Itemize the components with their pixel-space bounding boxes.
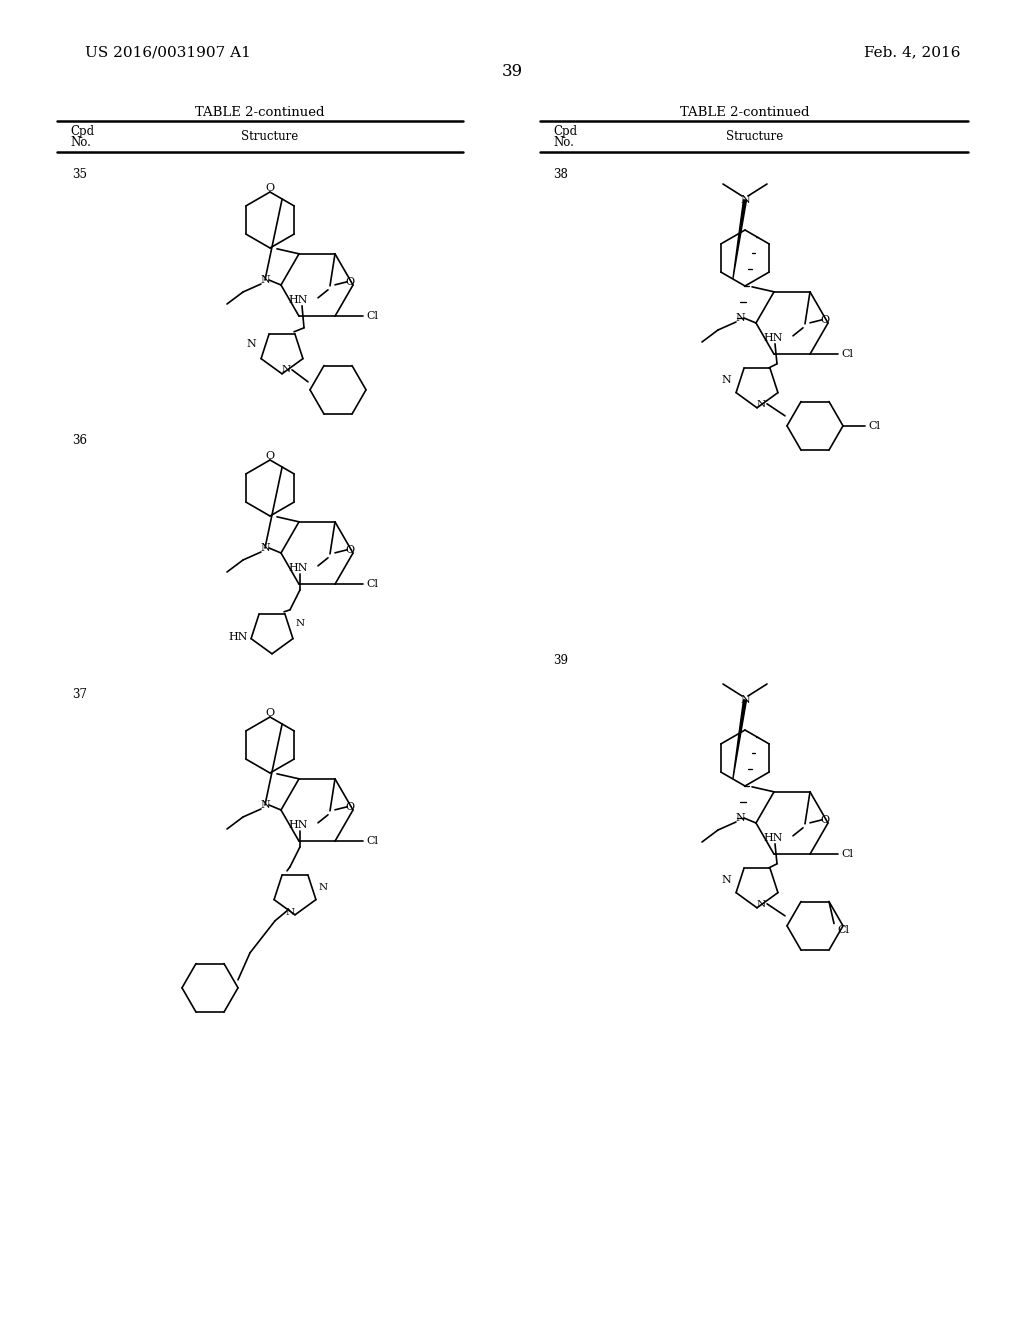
Text: O: O (265, 708, 274, 718)
Text: HN: HN (289, 294, 308, 305)
Text: N: N (286, 908, 295, 917)
Text: N: N (282, 366, 291, 375)
Text: Cl: Cl (366, 836, 378, 846)
Text: N: N (735, 313, 744, 323)
Text: N: N (757, 900, 766, 909)
Text: Cpd: Cpd (70, 124, 94, 137)
Text: O: O (820, 814, 829, 825)
Text: O: O (820, 315, 829, 325)
Text: 37: 37 (72, 689, 87, 701)
Text: HN: HN (228, 632, 248, 642)
Text: N: N (260, 800, 270, 810)
Text: N: N (721, 375, 731, 385)
Text: No.: No. (553, 136, 573, 149)
Text: Structure: Structure (242, 131, 299, 144)
Text: 38: 38 (553, 169, 568, 181)
Text: HN: HN (289, 820, 308, 830)
Text: N: N (296, 619, 305, 628)
Text: Cl: Cl (366, 579, 378, 589)
Polygon shape (733, 199, 746, 279)
Text: Cl: Cl (837, 924, 849, 935)
Text: N: N (740, 696, 750, 705)
Text: N: N (757, 400, 766, 409)
Text: Cl: Cl (841, 849, 853, 859)
Text: Feb. 4, 2016: Feb. 4, 2016 (863, 45, 961, 59)
Text: No.: No. (70, 136, 91, 149)
Text: Cl: Cl (868, 421, 880, 430)
Text: Cl: Cl (841, 350, 853, 359)
Text: N: N (735, 813, 744, 822)
Text: 39: 39 (553, 653, 568, 667)
Text: N: N (721, 875, 731, 884)
Text: US 2016/0031907 A1: US 2016/0031907 A1 (85, 45, 251, 59)
Text: N: N (319, 883, 328, 892)
Text: N: N (246, 339, 256, 348)
Text: O: O (265, 183, 274, 193)
Text: HN: HN (764, 333, 783, 343)
Text: O: O (265, 451, 274, 461)
Text: N: N (740, 195, 750, 205)
Text: O: O (345, 277, 354, 286)
Text: Cpd: Cpd (553, 124, 578, 137)
Text: N: N (260, 543, 270, 553)
Text: TABLE 2-continued: TABLE 2-continued (680, 106, 810, 119)
Text: 39: 39 (502, 63, 522, 81)
Text: TABLE 2-continued: TABLE 2-continued (196, 106, 325, 119)
Text: Cl: Cl (366, 312, 378, 321)
Text: HN: HN (764, 833, 783, 843)
Text: HN: HN (289, 562, 308, 573)
Text: O: O (345, 545, 354, 554)
Polygon shape (733, 700, 746, 779)
Text: Structure: Structure (726, 131, 783, 144)
Text: 35: 35 (72, 169, 87, 181)
Text: N: N (260, 275, 270, 285)
Text: O: O (345, 801, 354, 812)
Text: 36: 36 (72, 433, 87, 446)
